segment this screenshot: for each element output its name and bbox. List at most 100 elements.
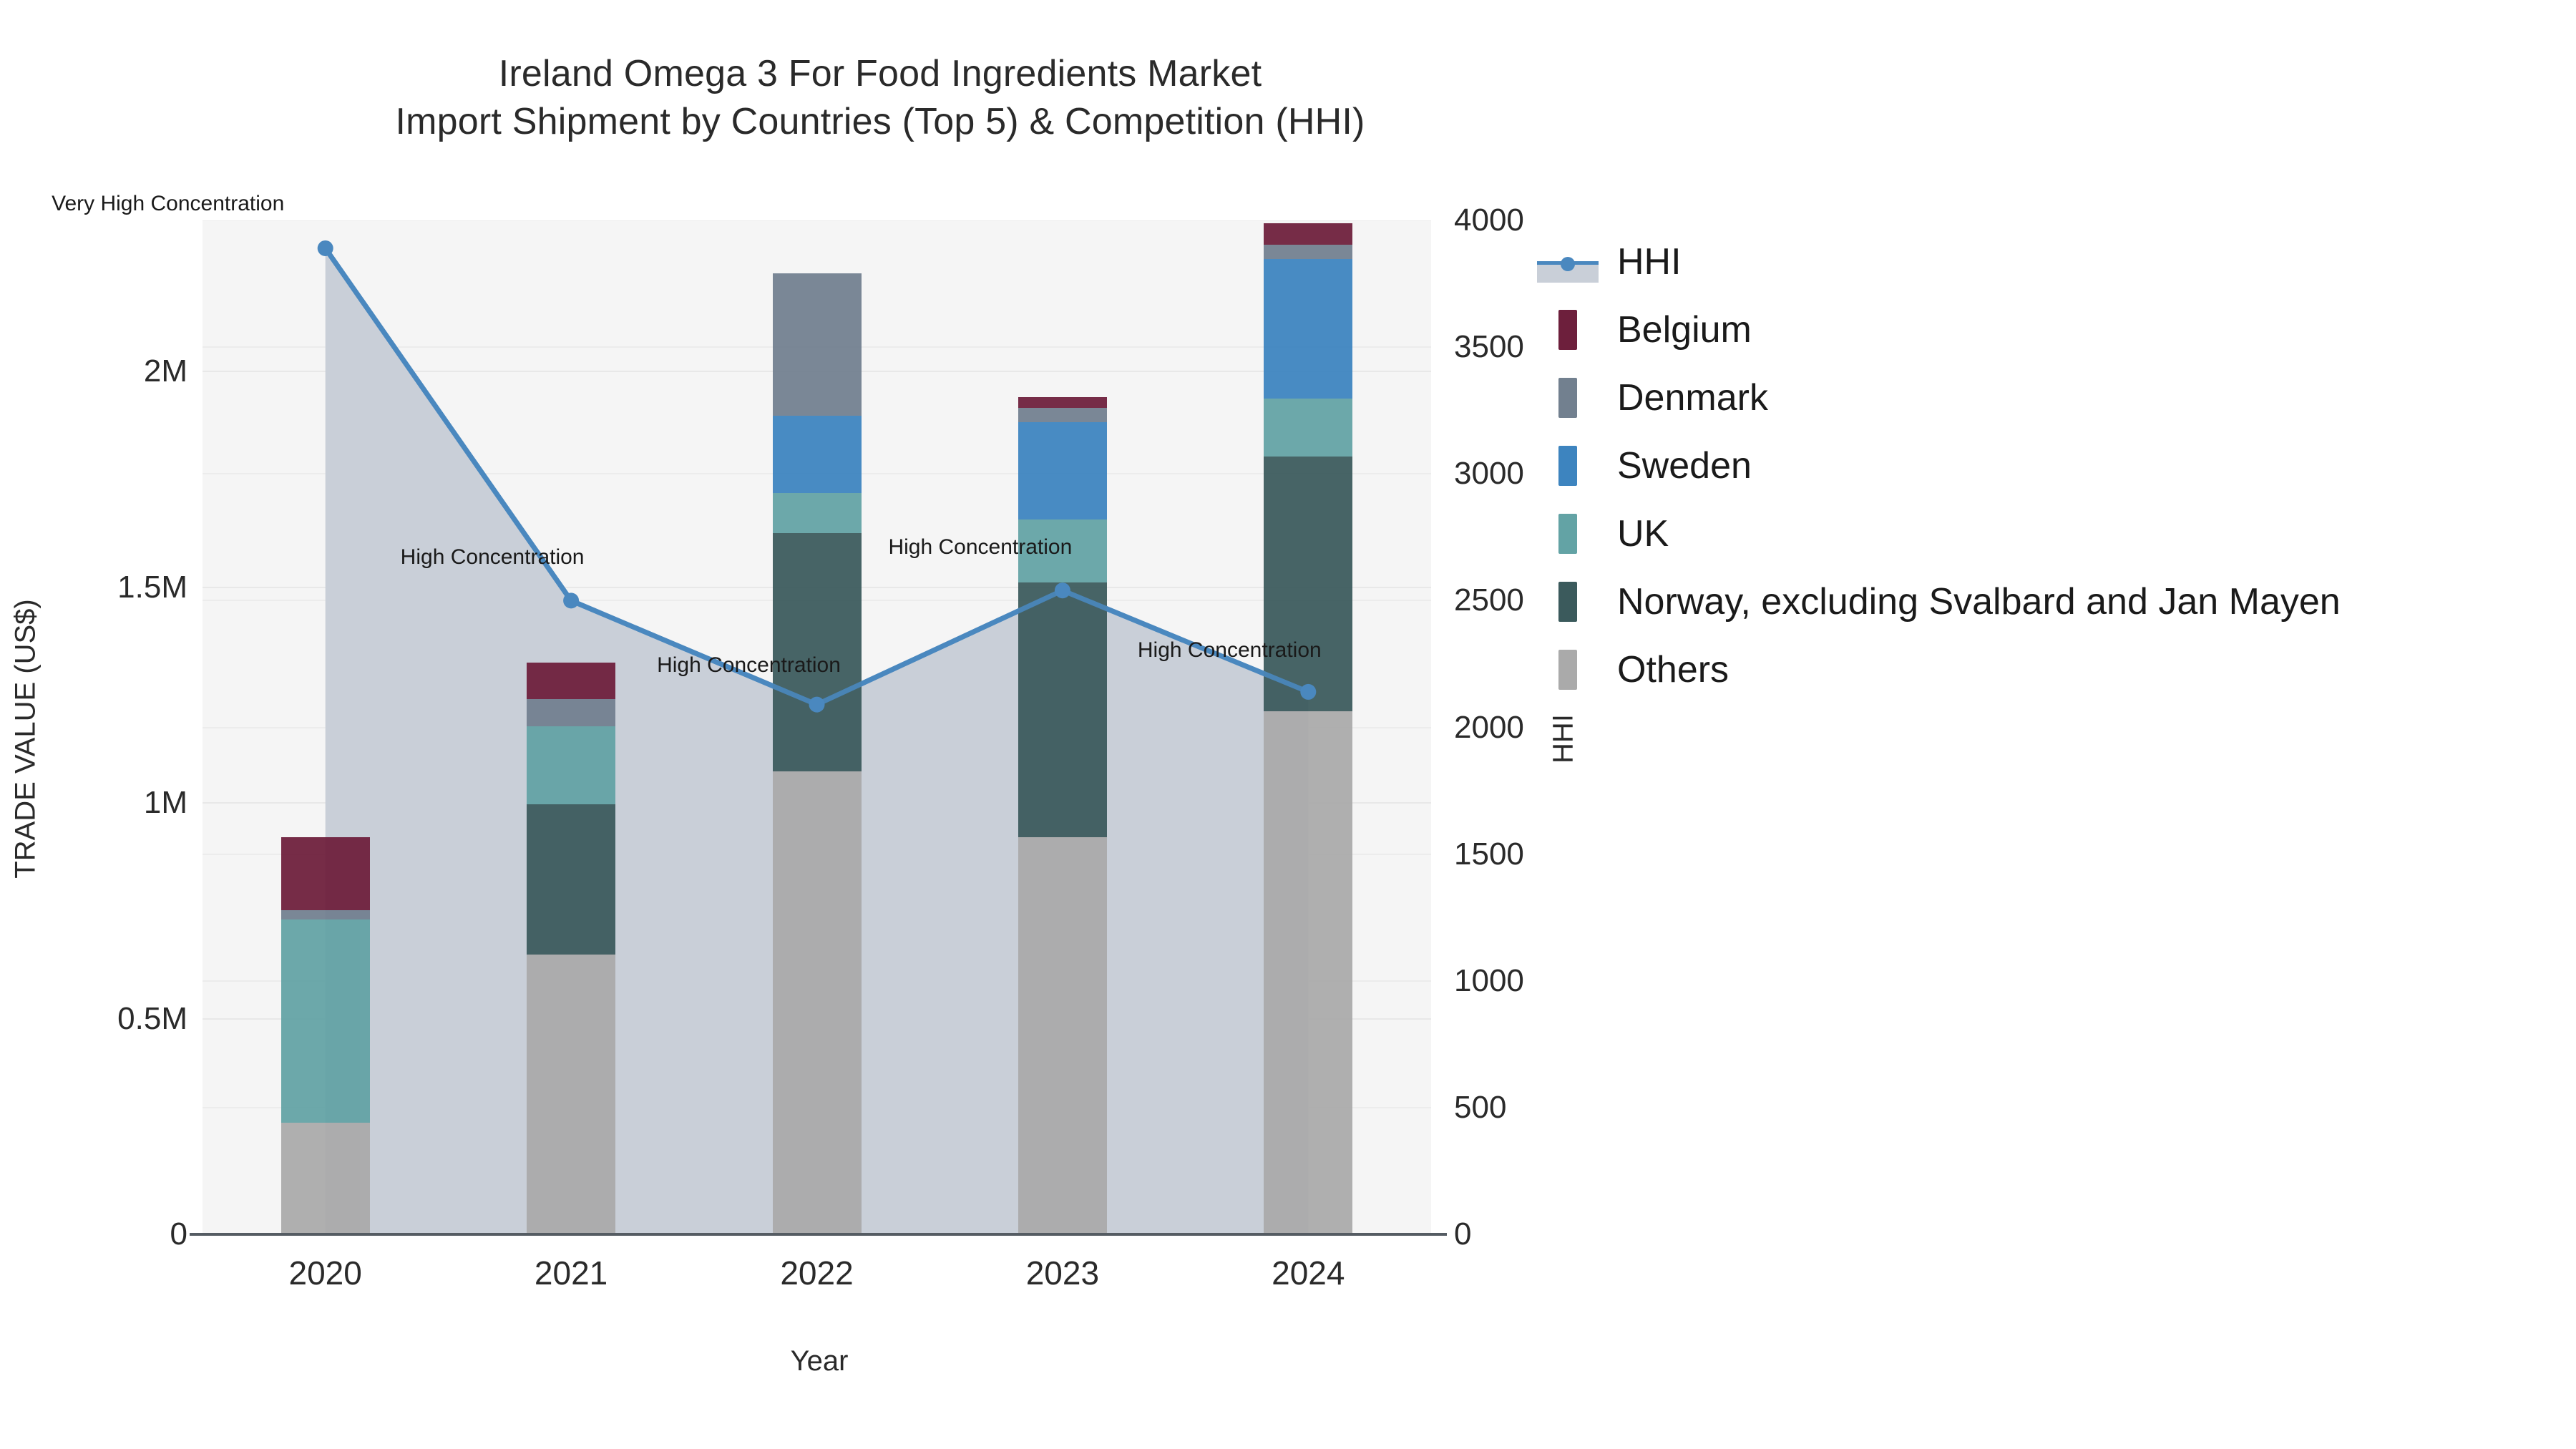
- legend-color-swatch: [1558, 581, 1577, 622]
- x-axis-title: Year: [790, 1345, 849, 1377]
- hhi-line-overlay: [323, 246, 1309, 708]
- y2-tick-label: 3500: [1454, 329, 1524, 365]
- bar-segment[interactable]: [280, 836, 370, 911]
- hhi-marker[interactable]: [1300, 683, 1317, 700]
- hhi-markers: [317, 240, 1317, 713]
- x-axis-line: [203, 1233, 1431, 1236]
- legend-color-swatch: [1558, 377, 1577, 418]
- hhi-marker[interactable]: [563, 592, 580, 609]
- x-tick-label: 2021: [534, 1254, 608, 1292]
- legend-item[interactable]: Belgium: [1537, 296, 2341, 364]
- legend-item[interactable]: HHI: [1537, 228, 2341, 296]
- hhi-marker[interactable]: [809, 696, 825, 713]
- bar-segment[interactable]: [527, 663, 616, 700]
- hhi-annotation: High Concentration: [1137, 638, 1322, 662]
- hhi-annotation: Very High Concentration: [52, 191, 285, 215]
- bar-stack[interactable]: [1018, 220, 1107, 1234]
- bar-segment[interactable]: [772, 533, 862, 772]
- bar-segment[interactable]: [772, 273, 862, 416]
- bar-segment[interactable]: [1264, 399, 1353, 457]
- y2-gridline: [203, 220, 1431, 221]
- legend-color-swatch: [1558, 445, 1577, 486]
- legend-label: Norway, excluding Svalbard and Jan Mayen: [1617, 580, 2341, 623]
- hhi-dot-icon: [1561, 256, 1575, 271]
- legend-color-swatch: [1558, 649, 1577, 690]
- legend-color-swatch: [1558, 513, 1577, 554]
- bar-segment[interactable]: [1264, 245, 1353, 259]
- y-tick-label: 0.5M: [117, 1000, 187, 1036]
- bar-stack[interactable]: [527, 220, 616, 1234]
- y-tick-label: 0: [170, 1216, 187, 1252]
- bar-segment[interactable]: [1018, 519, 1107, 582]
- legend-item[interactable]: Denmark: [1537, 364, 2341, 431]
- y2-tick-label: 1500: [1454, 836, 1524, 872]
- x-tick-label: 2022: [780, 1254, 854, 1292]
- legend-key: [1537, 435, 1599, 497]
- hhi-annotation: High Concentration: [888, 535, 1073, 560]
- bar-segment[interactable]: [1264, 711, 1353, 1234]
- plot-area: [203, 220, 1431, 1234]
- y-tick-label: 1.5M: [117, 569, 187, 605]
- legend-item[interactable]: Others: [1537, 635, 2341, 703]
- y2-tick-label: 4000: [1454, 203, 1524, 238]
- bar-segment[interactable]: [527, 726, 616, 804]
- bar-segment[interactable]: [527, 699, 616, 727]
- legend-label: Sweden: [1617, 444, 1752, 487]
- y-tick-label: 2M: [143, 353, 187, 389]
- hhi-marker[interactable]: [317, 240, 333, 256]
- bar-segment[interactable]: [772, 415, 862, 494]
- legend-color-swatch: [1558, 309, 1577, 350]
- hhi-line-icon: [1537, 231, 1599, 293]
- y-tick-label: 1M: [143, 785, 187, 821]
- bar-segment[interactable]: [527, 804, 616, 955]
- bar-segment[interactable]: [280, 1122, 370, 1234]
- bar-segment[interactable]: [772, 771, 862, 1234]
- chart-legend: HHI Belgium Denmark Sweden UK Norway, excludi…: [1537, 228, 2341, 703]
- legend-key: [1537, 231, 1599, 293]
- legend-label: HHI: [1617, 240, 1682, 283]
- bar-segment[interactable]: [527, 954, 616, 1234]
- bar-segment[interactable]: [1264, 258, 1353, 399]
- x-tick-label: 2024: [1272, 1254, 1345, 1292]
- bar-segment[interactable]: [1264, 223, 1353, 245]
- y2-tick-label: 0: [1454, 1216, 1472, 1252]
- legend-item[interactable]: UK: [1537, 499, 2341, 567]
- legend-label: UK: [1617, 512, 1669, 555]
- legend-item[interactable]: Sweden: [1537, 431, 2341, 499]
- legend-key: [1537, 503, 1599, 565]
- bar-segment[interactable]: [1018, 408, 1107, 422]
- bar-stack[interactable]: [280, 220, 370, 1234]
- legend-key: [1537, 571, 1599, 633]
- plot-inner: [203, 220, 1431, 1234]
- legend-key: [1537, 299, 1599, 361]
- y2-tick-label: 3000: [1454, 456, 1524, 492]
- bar-segment[interactable]: [1018, 582, 1107, 838]
- bar-segment[interactable]: [1264, 456, 1353, 712]
- y2-tick-label: 2000: [1454, 709, 1524, 745]
- x-tick-label: 2020: [288, 1254, 362, 1292]
- legend-key: [1537, 639, 1599, 701]
- hhi-annotation: High Concentration: [400, 545, 585, 570]
- legend-item[interactable]: Norway, excluding Svalbard and Jan Mayen: [1537, 567, 2341, 635]
- hhi-annotation: High Concentration: [657, 653, 841, 677]
- legend-label: Belgium: [1617, 308, 1752, 351]
- chart-title-block: Ireland Omega 3 For Food Ingredients Mar…: [0, 50, 1760, 145]
- bar-segment[interactable]: [1018, 397, 1107, 409]
- hhi-marker[interactable]: [1054, 582, 1070, 599]
- chart-subtitle: Import Shipment by Countries (Top 5) & C…: [395, 100, 1365, 142]
- y2-tick-label: 2500: [1454, 582, 1524, 618]
- chart-title: Ireland Omega 3 For Food Ingredients Mar…: [498, 53, 1262, 94]
- y2-tick-label: 1000: [1454, 962, 1524, 998]
- bar-segment[interactable]: [1018, 421, 1107, 519]
- y2-axis-zero-tick: [1431, 1233, 1447, 1236]
- bar-segment[interactable]: [280, 919, 370, 1123]
- bar-stack[interactable]: [1264, 220, 1353, 1234]
- bar-segment[interactable]: [1018, 837, 1107, 1234]
- y2-axis-ticks: 0 500 1000 1500 2000 2500 3000 3500 4000: [1454, 0, 1640, 1449]
- bar-stack[interactable]: [772, 220, 862, 1234]
- x-tick-label: 2023: [1025, 1254, 1100, 1292]
- y-axis-title: TRADE VALUE (US$): [9, 599, 42, 879]
- bar-segment[interactable]: [280, 910, 370, 920]
- bar-segment[interactable]: [772, 493, 862, 534]
